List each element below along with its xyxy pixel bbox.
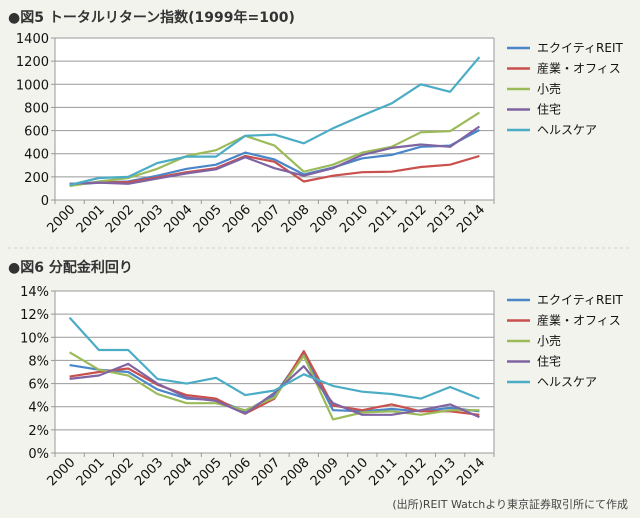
series-line-3: [69, 125, 481, 185]
y-tick-label: 800: [24, 101, 49, 116]
fig5-title: ●図5 トータルリターン指数(1999年=100): [8, 9, 295, 26]
x-tick-label: 2004: [162, 202, 196, 236]
x-tick-label: 2011: [366, 455, 400, 489]
x-tick-label: 2011: [366, 202, 400, 236]
x-tick-label: 2012: [396, 202, 430, 236]
x-tick-label: 2014: [454, 455, 488, 489]
legend-label: 産業・オフィス: [537, 61, 621, 76]
legend-label: エクイティREIT: [537, 41, 623, 55]
y-tick-label: 200: [24, 171, 49, 186]
x-tick-label: 2003: [132, 202, 166, 236]
series-line-0: [69, 352, 480, 413]
series-line-1: [69, 154, 480, 185]
y-tick-label: 1000: [16, 78, 49, 93]
y-tick-label: 6%: [28, 378, 49, 393]
plot-area: [55, 38, 494, 200]
legend-label: 小売: [537, 81, 561, 96]
y-tick-label: 10%: [20, 331, 49, 346]
x-tick-label: 2007: [249, 202, 283, 236]
y-tick-label: 1400: [16, 32, 49, 47]
x-tick-label: 2006: [220, 455, 254, 489]
x-tick-label: 2000: [44, 202, 78, 236]
x-tick-label: 2008: [279, 202, 313, 236]
y-tick-label: 0: [41, 194, 49, 209]
x-tick-label: 2005: [191, 202, 225, 236]
series-line-2: [69, 111, 480, 188]
x-tick-label: 2013: [425, 202, 459, 236]
y-tick-label: 400: [24, 148, 49, 163]
y-tick-label: 4%: [28, 401, 49, 416]
legend-label: ヘルスケア: [537, 375, 597, 389]
fig6-title: ●図6 分配金利回り: [8, 259, 133, 276]
x-tick-label: 2000: [44, 455, 78, 489]
x-tick-label: 2010: [337, 202, 371, 236]
x-tick-label: 2001: [74, 202, 108, 236]
series-line-3: [69, 362, 480, 419]
x-tick-label: 2002: [103, 202, 137, 236]
x-tick-label: 2014: [454, 202, 488, 236]
source-note: (出所)REIT Watchより東京証券取引所にて作成: [392, 497, 628, 511]
x-tick-label: 2009: [308, 202, 342, 236]
fig5-chart: ●図5 トータルリターン指数(1999年=100) 0 200 400 600 800 10…: [8, 9, 623, 236]
legend-label: エクイティREIT: [537, 293, 623, 307]
legend-label: 住宅: [537, 102, 561, 117]
legend-label: 住宅: [537, 354, 561, 369]
x-tick-label: 2013: [425, 455, 459, 489]
y-tick-label: 8%: [28, 354, 49, 369]
x-tick-label: 2007: [249, 455, 283, 489]
fig6-chart: ●図6 分配金利回り0%2%4%6%8%10%12%14%20002001200…: [8, 259, 623, 489]
x-tick-label: 2004: [162, 455, 196, 489]
x-tick-label: 2006: [220, 202, 254, 236]
x-tick-label: 2010: [337, 455, 371, 489]
y-tick-label: 1200: [16, 55, 49, 70]
y-tick-label: 12%: [20, 308, 49, 323]
x-tick-label: 2012: [396, 455, 430, 489]
x-tick-label: 2005: [191, 455, 225, 489]
x-tick-label: 2002: [103, 455, 137, 489]
y-tick-label: 0%: [28, 447, 49, 462]
series-line-4: [69, 56, 481, 187]
x-tick-label: 2009: [308, 455, 342, 489]
y-tick-label: 14%: [20, 285, 49, 300]
legend-label: 小売: [537, 333, 561, 348]
legend-label: 産業・オフィス: [537, 313, 621, 328]
y-tick-label: 2%: [28, 424, 49, 439]
x-tick-label: 2003: [132, 455, 166, 489]
x-tick-label: 2001: [74, 455, 108, 489]
legend-label: ヘルスケア: [537, 123, 597, 137]
series-line-4: [68, 316, 480, 400]
x-tick-label: 2008: [279, 455, 313, 489]
y-tick-label: 600: [24, 125, 49, 140]
series-line-2: [69, 351, 480, 421]
